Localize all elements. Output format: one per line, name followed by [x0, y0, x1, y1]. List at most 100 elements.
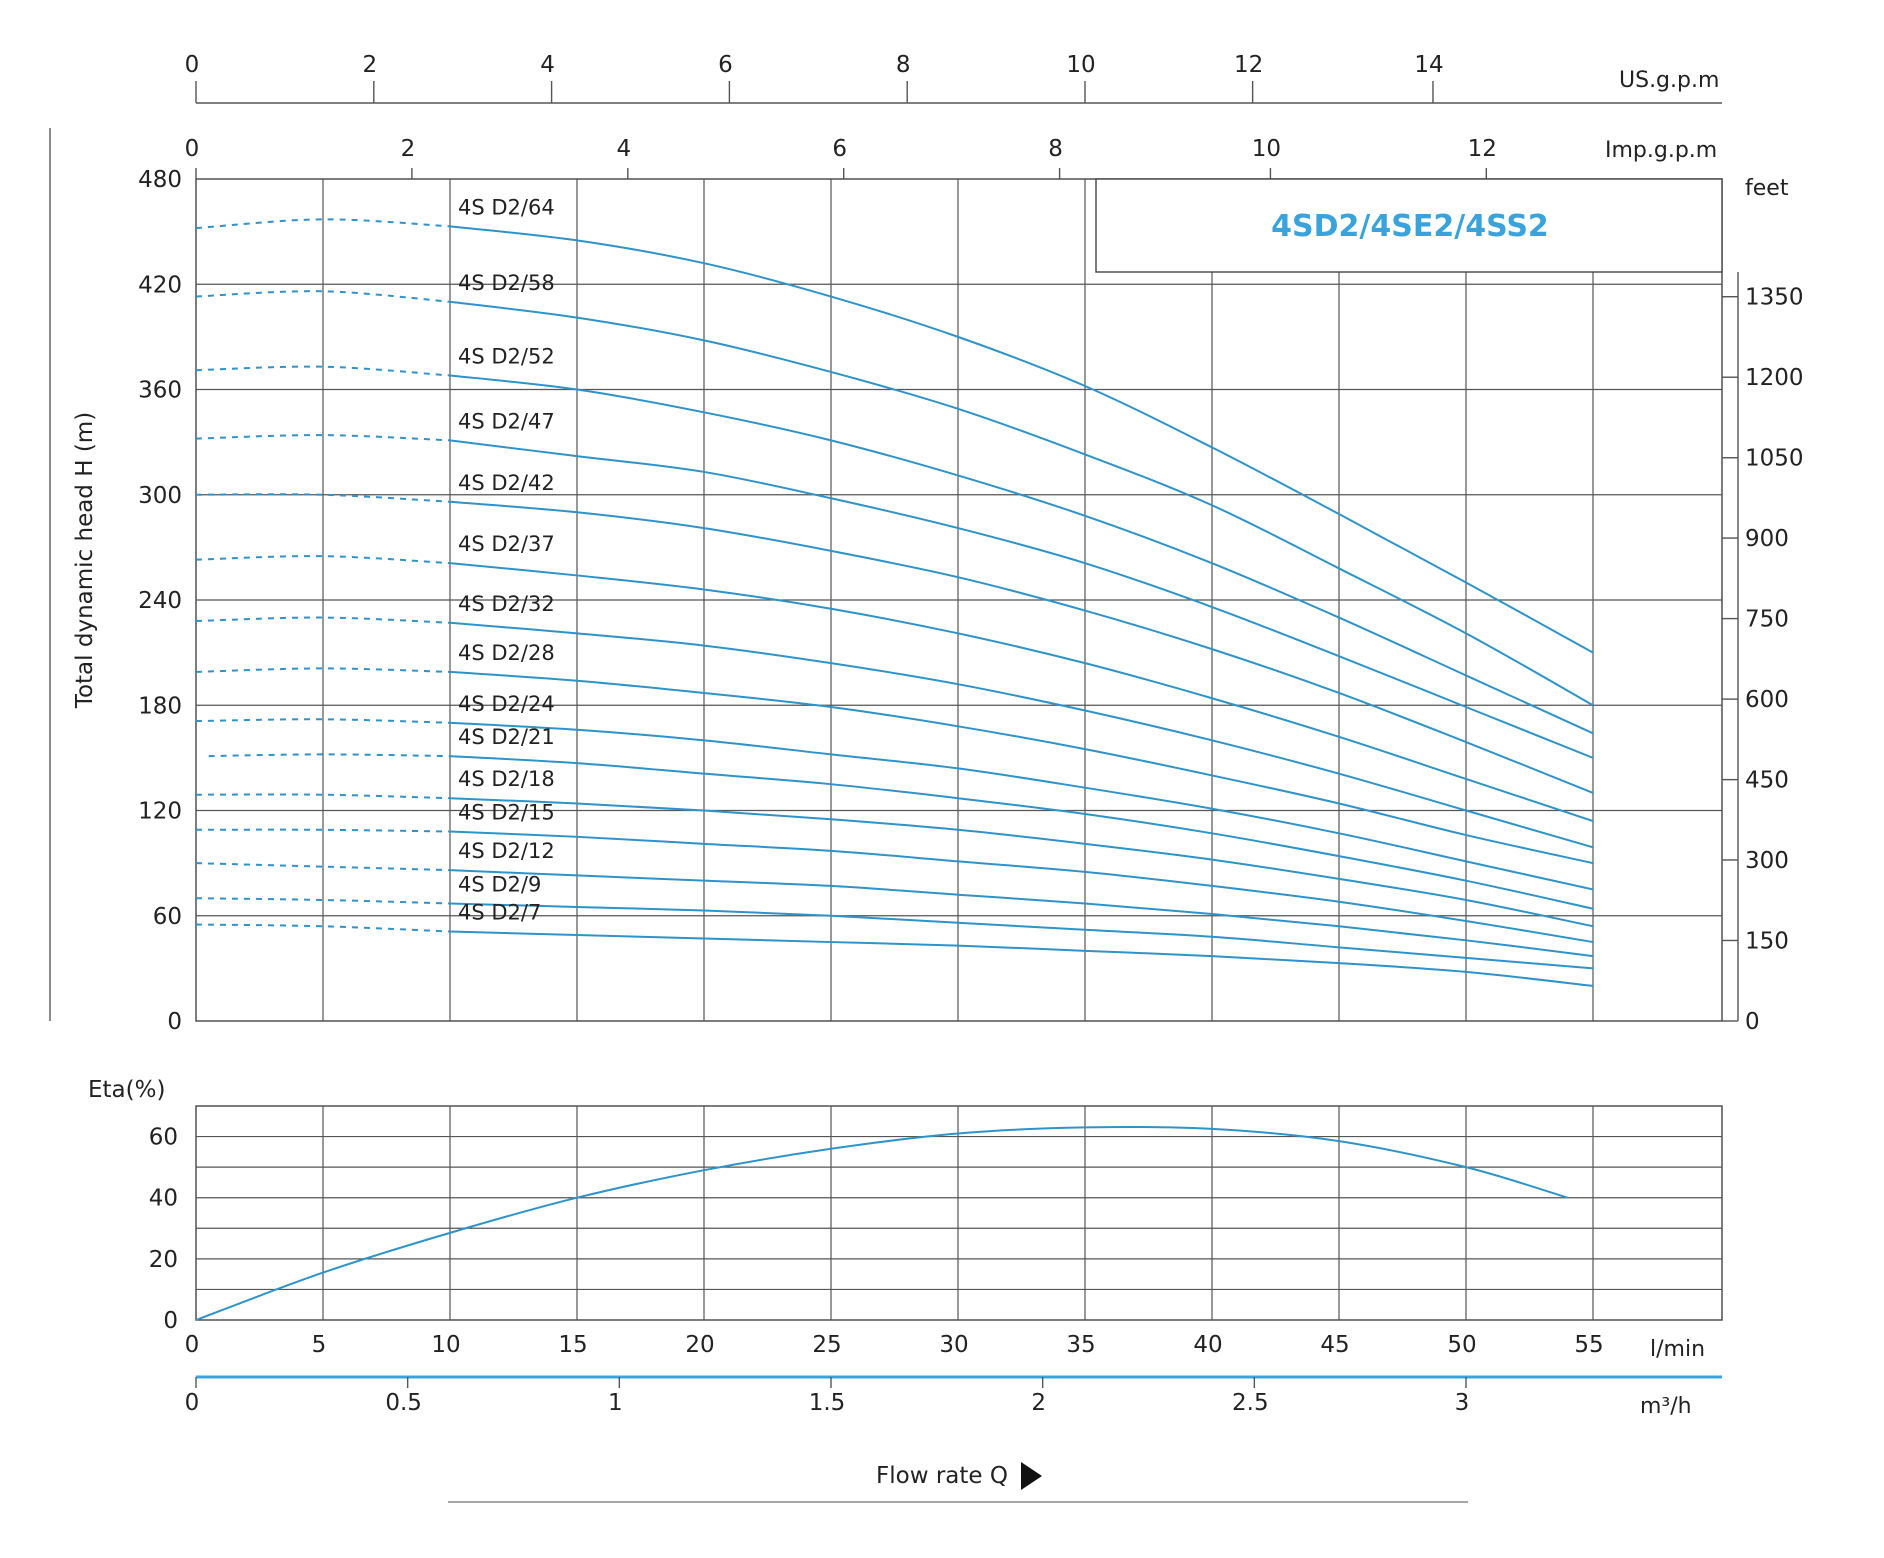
head-y-tick-label: 120	[138, 799, 182, 825]
head-curve-dashed	[195, 667, 451, 673]
lpm-tick-label: 50	[1447, 1332, 1476, 1358]
feet-tick-label: 1050	[1745, 446, 1804, 472]
lpm-tick-label: 10	[431, 1332, 460, 1358]
lpm-tick-label: 35	[1066, 1332, 1095, 1358]
eff-y-tick-label: 0	[163, 1308, 178, 1334]
head-curve-dashed	[195, 434, 451, 442]
head-y-tick-label: 300	[138, 483, 182, 509]
head-y-tick-label: 480	[138, 167, 182, 193]
curves-layer	[195, 218, 1594, 1321]
head-curve-dashed	[195, 862, 451, 872]
usgpm-tick-label: 8	[896, 52, 911, 78]
curve-label: 4S D2/21	[458, 725, 555, 749]
m3h-tick-label: 3	[1455, 1390, 1470, 1416]
feet-tick-label: 450	[1745, 768, 1789, 794]
eff-y-tick-label: 20	[149, 1247, 178, 1273]
model-title: 4SD2/4SE2/4SS2	[1271, 209, 1549, 244]
head-curve-dashed	[195, 365, 451, 377]
lpm-tick-label: 45	[1320, 1332, 1349, 1358]
curve-label: 4S D2/12	[458, 839, 555, 863]
feet-tick-label: 1200	[1745, 365, 1804, 391]
usgpm-tick-label: 10	[1066, 52, 1095, 78]
feet-tick-label: 300	[1745, 848, 1789, 874]
curve-label: 4S D2/42	[458, 471, 555, 495]
efficiency-curve	[195, 1125, 1568, 1321]
m3h-tick-label: 2	[1031, 1390, 1046, 1416]
curve-label: 4S D2/7	[458, 901, 541, 925]
curve-label: 4S D2/58	[458, 271, 555, 295]
lpm-tick-label: 30	[939, 1332, 968, 1358]
head-y-tick-label: 360	[138, 378, 182, 404]
head-curve-dashed	[195, 793, 451, 800]
head-y-tick-label: 60	[153, 904, 182, 930]
impgpm-tick-label: 12	[1468, 136, 1497, 162]
efficiency-axis-title: Eta(%)	[88, 1077, 165, 1103]
head-y-tick-label: 420	[138, 272, 182, 298]
impgpm-tick-label: 0	[185, 136, 200, 162]
feet-tick-label: 600	[1745, 687, 1789, 713]
curve-label: 4S D2/37	[458, 532, 555, 556]
feet-tick-label: 1350	[1745, 285, 1804, 311]
eff-y-tick-label: 60	[149, 1125, 178, 1151]
impgpm-tick-label: 10	[1252, 136, 1281, 162]
m3h-tick-label: 1	[608, 1390, 623, 1416]
head-curve-solid	[449, 721, 1594, 891]
head-curve-solid	[449, 670, 1594, 865]
head-curve-solid	[449, 830, 1594, 944]
feet-tick-label: 150	[1745, 928, 1789, 954]
lpm-tick-label: 15	[558, 1332, 587, 1358]
lpm-tick-label: 25	[812, 1332, 841, 1358]
head-curve-solid	[449, 374, 1594, 735]
head-curve-dashed	[195, 718, 451, 724]
lpm-tick-label: 5	[312, 1332, 327, 1358]
curve-label: 4S D2/28	[458, 641, 555, 665]
head-curve-dashed	[195, 290, 451, 303]
m3h-unit: m³/h	[1640, 1394, 1692, 1419]
head-curve-dashed	[195, 218, 451, 230]
curve-label: 4S D2/47	[458, 409, 555, 433]
m3h-tick-label: 2.5	[1232, 1390, 1269, 1416]
lpm-tick-label: 40	[1193, 1332, 1222, 1358]
m3h-tick-label: 1.5	[809, 1390, 846, 1416]
head-curve-solid	[449, 869, 1594, 958]
head-y-tick-label: 0	[167, 1009, 182, 1035]
usgpm-tick-label: 2	[362, 52, 377, 78]
curve-label: 4S D2/18	[458, 767, 555, 791]
impgpm-tick-label: 4	[616, 136, 631, 162]
head-curve-dashed	[208, 753, 451, 758]
model-title-box	[1095, 178, 1723, 273]
head-curve-dashed	[195, 897, 451, 905]
curve-label: 4S D2/15	[458, 801, 555, 825]
head-curve-solid	[449, 439, 1594, 759]
lpm-tick-label: 20	[685, 1332, 714, 1358]
usgpm-tick-label: 6	[718, 52, 733, 78]
curve-label: 4S D2/24	[458, 692, 555, 716]
feet-tick-label: 900	[1745, 526, 1789, 552]
head-curve-solid	[449, 797, 1594, 928]
head-curve-solid	[449, 225, 1594, 654]
m3h-tick-label: 0	[185, 1390, 200, 1416]
curve-label: 4S D2/9	[458, 872, 541, 896]
usgpm-tick-label: 12	[1234, 52, 1263, 78]
lpm-tick-label: 0	[185, 1332, 200, 1358]
flow-rate-title: Flow rate Q	[876, 1463, 1008, 1489]
curve-label: 4S D2/52	[458, 344, 555, 368]
head-y-tick-label: 180	[138, 693, 182, 719]
feet-unit: feet	[1745, 176, 1789, 201]
impgpm-tick-label: 6	[832, 136, 847, 162]
usgpm-tick-label: 4	[540, 52, 555, 78]
impgpm-tick-label: 2	[401, 136, 416, 162]
head-curve-solid	[449, 755, 1594, 910]
head-curve-dashed	[195, 555, 451, 565]
head-curve-dashed	[195, 616, 451, 624]
curve-label: 4S D2/64	[458, 195, 555, 219]
head-axis-title: Total dynamic head H (m)	[72, 412, 98, 709]
feet-tick-label: 0	[1745, 1009, 1760, 1035]
impgpm-unit: Imp.g.p.m	[1605, 138, 1717, 163]
usgpm-tick-label: 14	[1414, 52, 1443, 78]
efficiency-plot-frame	[195, 1105, 1723, 1321]
curve-label: 4S D2/32	[458, 592, 555, 616]
grid-layer	[195, 178, 1723, 1321]
head-curve-dashed	[195, 923, 451, 933]
